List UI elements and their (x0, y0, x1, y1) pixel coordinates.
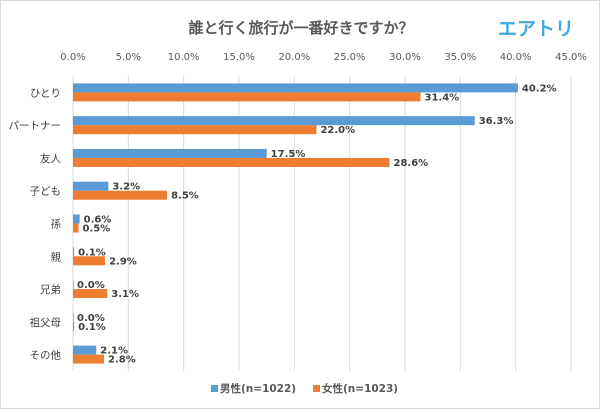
data-label: 0.0% (77, 280, 105, 291)
legend-label: 女性(n=1023) (322, 382, 398, 395)
data-label: 36.3% (479, 116, 514, 127)
x-tick-label: 20.0% (278, 52, 310, 63)
legend-swatch (313, 385, 320, 392)
data-label: 40.2% (522, 83, 557, 94)
bar-female (73, 92, 421, 102)
legend-label: 男性(n=1022) (220, 382, 296, 395)
bar-female (73, 321, 75, 331)
x-tick-label: 40.0% (500, 52, 532, 63)
category-label: パートナー (9, 120, 62, 132)
data-label: 31.4% (424, 92, 459, 103)
data-label: 8.5% (171, 191, 199, 202)
category-label: 親 (51, 250, 62, 263)
legend-swatch (211, 385, 218, 392)
data-label: 3.2% (112, 182, 140, 193)
bar-male (73, 83, 518, 93)
data-label: 3.1% (111, 289, 139, 300)
category-label: その他 (30, 349, 62, 362)
bar-female (73, 256, 106, 266)
bar-male (73, 247, 75, 257)
category-label: 兄弟 (40, 284, 61, 296)
data-label: 0.1% (78, 247, 106, 258)
x-tick-label: 10.0% (168, 52, 200, 63)
bar-male (73, 345, 97, 355)
data-label: 0.5% (83, 224, 111, 235)
bar-female (73, 289, 108, 299)
data-label: 2.8% (108, 355, 136, 366)
bar-female (73, 190, 168, 200)
data-label: 2.1% (100, 346, 128, 357)
x-tick-label: 25.0% (334, 52, 366, 63)
bar-male (73, 116, 475, 126)
x-tick-label: 5.0% (116, 52, 141, 63)
data-label: 0.0% (77, 313, 105, 324)
data-label: 22.0% (320, 125, 355, 136)
x-tick-label: 35.0% (444, 52, 476, 63)
category-label: 孫 (51, 219, 62, 231)
logo: エアトリ (498, 18, 574, 40)
data-label: 2.9% (109, 256, 137, 267)
data-label: 0.6% (84, 215, 112, 226)
x-tick-label: 30.0% (389, 52, 421, 63)
bar-male (73, 280, 74, 290)
bar-female (73, 157, 390, 167)
category-label: ひとり (30, 87, 61, 99)
data-label: 28.6% (394, 158, 429, 169)
bar-male (73, 148, 267, 158)
bar-female (73, 125, 317, 135)
bar-female (73, 223, 79, 233)
data-label: 0.1% (78, 322, 106, 333)
x-tick-label: 0.0% (60, 52, 85, 63)
bar-male (73, 181, 109, 191)
chart-title: 誰と行く旅行が一番好きですか？ (188, 19, 413, 37)
category-label: 祖父母 (30, 316, 62, 329)
category-label: 子ども (30, 186, 62, 198)
x-tick-label: 15.0% (223, 52, 255, 63)
x-tick-label: 45.0% (555, 52, 587, 63)
category-label: 友人 (40, 152, 61, 165)
bar-male (73, 214, 80, 224)
bar-male (73, 312, 74, 322)
data-label: 17.5% (271, 149, 306, 160)
bar-female (73, 354, 104, 364)
